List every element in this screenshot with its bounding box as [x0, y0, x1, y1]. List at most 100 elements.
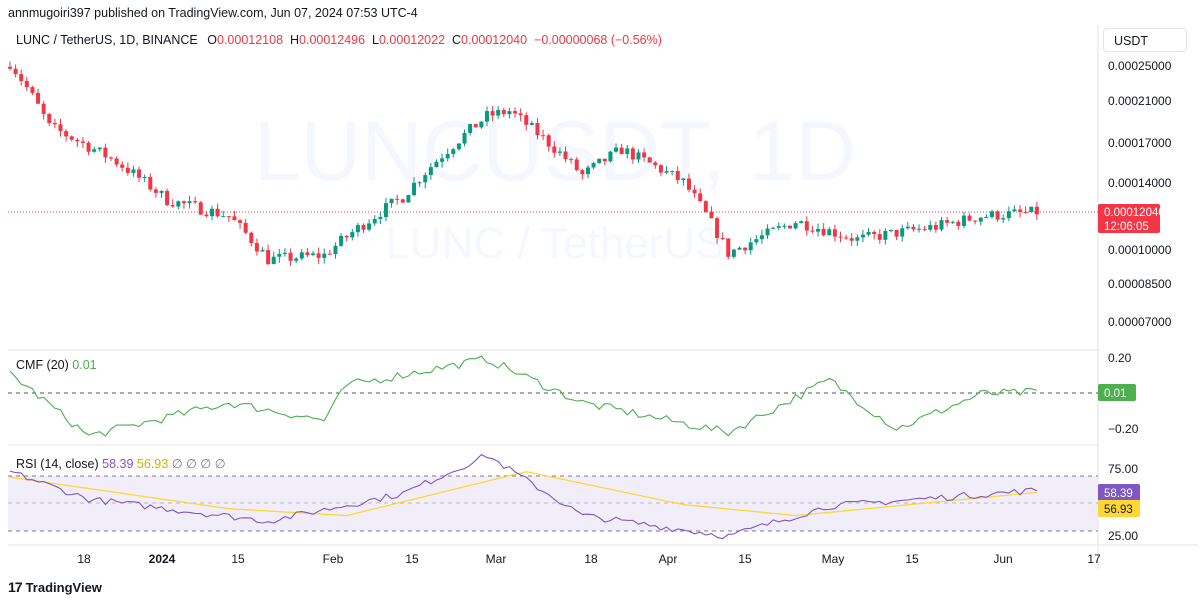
- candle-body: [625, 148, 630, 155]
- candle-body: [355, 225, 360, 233]
- candle-body: [754, 239, 759, 243]
- candle-body: [928, 225, 933, 230]
- candle-body: [232, 216, 237, 221]
- candle-body: [148, 176, 153, 190]
- candle-body: [872, 232, 877, 235]
- candle-body: [383, 203, 388, 218]
- candle-body: [339, 235, 344, 246]
- time-tick: May: [822, 552, 845, 566]
- candle-body: [243, 222, 248, 233]
- rsi-value: 58.39: [102, 457, 134, 471]
- candle-body: [271, 256, 276, 265]
- candle-body: [333, 245, 338, 255]
- candle-body: [737, 247, 742, 250]
- rsi-tick: 25.00: [1108, 529, 1138, 543]
- rsi-label[interactable]: RSI (14, close): [16, 457, 99, 471]
- candle-body: [473, 124, 478, 128]
- candle-body: [585, 167, 590, 175]
- time-tick: Feb: [323, 552, 344, 566]
- tradingview-logo-icon: 17: [8, 579, 23, 595]
- rsi-extra-values: ∅ ∅ ∅ ∅: [171, 457, 226, 471]
- candle-body: [686, 178, 691, 190]
- candle-body: [1029, 206, 1034, 213]
- candle-body: [597, 158, 602, 163]
- candle-body: [827, 229, 832, 236]
- candle-body: [344, 235, 349, 238]
- rsi-tick: 75.00: [1108, 462, 1138, 476]
- candle-body: [176, 201, 181, 207]
- symbol-label[interactable]: LUNC / TetherUS, 1D, BINANCE: [16, 33, 198, 47]
- candle-body: [58, 124, 63, 132]
- candle-body: [41, 103, 46, 114]
- low-value: 0.00012022: [378, 33, 446, 47]
- candle-body: [832, 229, 837, 237]
- currency-unit-button[interactable]: USDT: [1103, 28, 1187, 52]
- candle-body: [215, 208, 220, 217]
- candle-body: [282, 252, 287, 255]
- change-value: −0.00000068 (−0.56%): [534, 33, 662, 47]
- candle-body: [1023, 211, 1028, 213]
- time-tick: 18: [77, 552, 91, 566]
- candle-body: [412, 182, 417, 196]
- candle-body: [372, 219, 377, 224]
- candle-body: [137, 169, 142, 178]
- candle-body: [142, 176, 147, 178]
- open-value: 0.00012108: [217, 33, 284, 47]
- candle-body: [518, 113, 523, 116]
- candle-body: [541, 135, 546, 137]
- candle-body: [995, 211, 1000, 220]
- close-label: C: [451, 33, 462, 47]
- cmf-label[interactable]: CMF (20): [16, 358, 69, 372]
- candle-body: [894, 229, 899, 237]
- candle-body: [922, 228, 927, 230]
- rsi-badge: [1098, 484, 1140, 501]
- candle-body: [608, 151, 613, 162]
- candle-body: [378, 217, 383, 220]
- candle-body: [299, 252, 304, 259]
- candle-body: [507, 111, 512, 115]
- candle-body: [989, 211, 994, 217]
- candle-body: [1018, 209, 1023, 212]
- candle-body: [361, 225, 366, 230]
- price-tick: 0.00025000: [1108, 59, 1172, 73]
- candle-body: [406, 195, 411, 203]
- candle-body: [1006, 211, 1011, 219]
- time-tick: Apr: [659, 552, 678, 566]
- candle-body: [198, 202, 203, 215]
- rsi-badge-value: 58.39: [1104, 488, 1133, 500]
- candle-body: [877, 234, 882, 240]
- candle-body: [670, 170, 675, 172]
- candle-body: [709, 211, 714, 219]
- time-tick: Mar: [486, 552, 507, 566]
- candle-body: [703, 201, 708, 212]
- candle-body: [181, 201, 186, 204]
- candle-body: [120, 164, 125, 168]
- candle-body: [400, 199, 405, 203]
- candle-body: [1001, 218, 1006, 220]
- candle-body: [513, 111, 518, 114]
- candle-body: [973, 220, 978, 222]
- candle-body: [658, 165, 663, 173]
- candle-body: [434, 161, 439, 168]
- candle-body: [557, 151, 562, 153]
- footer-brand[interactable]: 17 TradingView: [8, 579, 102, 595]
- candle-body: [19, 74, 24, 81]
- candle-body: [30, 87, 35, 93]
- cmf-legend: CMF (20) 0.01: [16, 358, 97, 372]
- candle-body: [574, 159, 579, 171]
- low-label: L: [372, 33, 379, 47]
- countdown-timer: 12:06:05: [1104, 221, 1149, 233]
- candle-body: [1034, 206, 1039, 215]
- candle-body: [316, 253, 321, 258]
- candle-body: [787, 225, 792, 229]
- last-price-value: 0.00012040: [1104, 207, 1165, 219]
- candle-body: [238, 220, 243, 223]
- candle-body: [759, 235, 764, 240]
- candle-body: [978, 217, 983, 222]
- candle-body: [1012, 209, 1017, 212]
- candle-body: [462, 132, 467, 144]
- candle-body: [8, 66, 12, 69]
- candle-body: [743, 247, 748, 251]
- candle-body: [720, 238, 725, 240]
